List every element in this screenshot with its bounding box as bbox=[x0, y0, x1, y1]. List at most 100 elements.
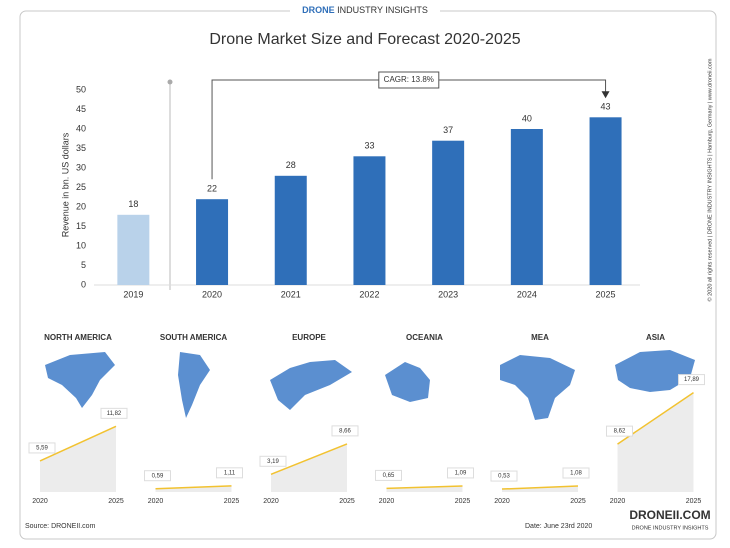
header-bg bbox=[290, 4, 440, 18]
divider-dot bbox=[167, 79, 173, 85]
region-title: MEA bbox=[531, 333, 549, 342]
value-label-box bbox=[216, 467, 243, 479]
x-tick-label: 2020 bbox=[263, 498, 279, 505]
map-oceania bbox=[385, 362, 430, 402]
x-tick-label: 2025 bbox=[570, 498, 586, 505]
value-label-box bbox=[28, 442, 56, 454]
x-tick-label: 2024 bbox=[517, 289, 537, 299]
map-mea bbox=[500, 355, 575, 420]
value-label-box bbox=[606, 425, 633, 437]
x-tick-label: 2025 bbox=[596, 289, 616, 299]
x-tick-label: 2020 bbox=[148, 498, 164, 505]
x-tick-label: 2022 bbox=[359, 289, 379, 299]
bar bbox=[117, 214, 150, 285]
x-tick-label: 2020 bbox=[32, 498, 48, 505]
y-tick-label: 40 bbox=[76, 123, 86, 133]
line bbox=[270, 443, 348, 475]
bar bbox=[196, 199, 229, 285]
chart-title: Drone Market Size and Forecast 2020-2025 bbox=[209, 31, 520, 48]
value-label: 40 bbox=[522, 113, 532, 123]
map-europe bbox=[270, 360, 352, 410]
value-label: 8,62 bbox=[614, 429, 626, 435]
logo-sub: DRONE INDUSTRY INSIGHTS bbox=[632, 525, 709, 531]
value-label-box bbox=[144, 470, 171, 482]
y-tick-label: 0 bbox=[81, 279, 86, 289]
value-label-box bbox=[259, 455, 287, 467]
area bbox=[40, 426, 116, 492]
y-tick-label: 15 bbox=[76, 221, 86, 231]
y-tick-label: 10 bbox=[76, 240, 86, 250]
value-label: 8,66 bbox=[339, 428, 351, 434]
cagr-box bbox=[378, 71, 440, 89]
value-label: 11,82 bbox=[107, 411, 122, 417]
x-tick-label: 2025 bbox=[224, 498, 240, 505]
area bbox=[155, 485, 232, 492]
value-label: 37 bbox=[443, 125, 453, 135]
value-label: 22 bbox=[207, 184, 217, 194]
bar bbox=[432, 140, 465, 285]
value-label: 1,11 bbox=[224, 470, 236, 476]
value-label-box bbox=[331, 425, 359, 437]
region-title: NORTH AMERICA bbox=[44, 333, 112, 342]
bar bbox=[589, 117, 622, 285]
area bbox=[386, 485, 463, 492]
map-south-america bbox=[178, 352, 210, 418]
region-title: EUROPE bbox=[292, 333, 326, 342]
logo: DRONEII.COM bbox=[629, 508, 710, 522]
value-label-box bbox=[447, 467, 474, 479]
y-tick-label: 45 bbox=[76, 104, 86, 114]
bar bbox=[510, 129, 543, 285]
x-tick-label: 2019 bbox=[123, 289, 143, 299]
bar bbox=[274, 175, 307, 285]
header-sub: INDUSTRY INSIGHTS bbox=[337, 5, 428, 15]
value-label-box bbox=[375, 469, 402, 481]
cagr-arrow bbox=[601, 91, 610, 99]
x-tick-label: 2025 bbox=[686, 498, 702, 505]
line bbox=[501, 485, 579, 490]
line bbox=[155, 485, 232, 490]
value-label-box bbox=[490, 470, 518, 482]
x-tick-label: 2020 bbox=[202, 289, 222, 299]
x-tick-label: 2025 bbox=[455, 498, 471, 505]
y-tick-label: 50 bbox=[76, 84, 86, 94]
region-title: SOUTH AMERICA bbox=[160, 333, 227, 342]
x-tick-label: 2020 bbox=[610, 498, 626, 505]
region-title: OCEANIA bbox=[406, 333, 443, 342]
side-note: © 2020 all rights reserved | DRONE INDUS… bbox=[706, 58, 713, 301]
value-label: 33 bbox=[364, 141, 374, 151]
line bbox=[39, 425, 117, 462]
value-label: 0,53 bbox=[498, 474, 510, 480]
y-tick-label: 20 bbox=[76, 201, 86, 211]
y-tick-label: 25 bbox=[76, 182, 86, 192]
x-tick-label: 2020 bbox=[494, 498, 510, 505]
map-asia bbox=[615, 350, 695, 392]
source: Source: DRONEII.com bbox=[25, 523, 96, 530]
area bbox=[617, 392, 694, 492]
header: DRONE INDUSTRY INSIGHTS bbox=[302, 5, 428, 15]
value-label-box bbox=[678, 374, 705, 386]
value-label: 43 bbox=[601, 102, 611, 112]
date: Date: June 23rd 2020 bbox=[525, 523, 592, 530]
x-tick-label: 2025 bbox=[108, 498, 124, 505]
value-label: 18 bbox=[128, 199, 138, 209]
value-label: 5,59 bbox=[36, 446, 48, 452]
value-label: 0,59 bbox=[152, 473, 164, 479]
value-label: 0,65 bbox=[383, 473, 395, 479]
value-label-box bbox=[562, 467, 590, 479]
value-label: 1,09 bbox=[455, 471, 467, 477]
value-label: 17,89 bbox=[684, 377, 700, 383]
value-label: 3,19 bbox=[267, 459, 279, 465]
y-axis-title: Revenue in bn. US dollars bbox=[60, 132, 70, 237]
annotation: CAGR: 13.8% bbox=[384, 75, 434, 84]
bar bbox=[353, 156, 386, 285]
x-tick-label: 2020 bbox=[379, 498, 395, 505]
line bbox=[386, 485, 463, 490]
region-title: ASIA bbox=[646, 333, 665, 342]
map-north-america bbox=[45, 352, 115, 408]
area bbox=[271, 443, 347, 492]
value-label: 28 bbox=[286, 160, 296, 170]
x-tick-label: 2025 bbox=[339, 498, 355, 505]
y-tick-label: 30 bbox=[76, 162, 86, 172]
cagr-bracket bbox=[211, 79, 607, 180]
